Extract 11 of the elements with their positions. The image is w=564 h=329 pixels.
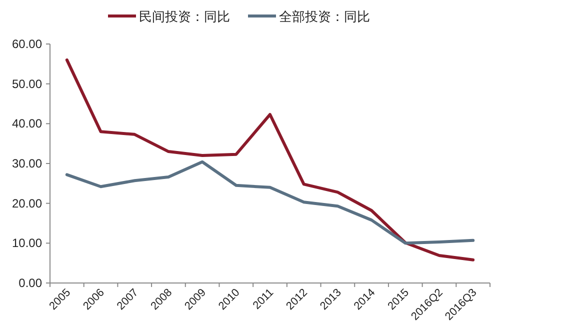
line-series (65, 58, 475, 262)
legend-label: 全部投资：同比 (279, 9, 370, 24)
legend-label: 民间投资：同比 (139, 9, 230, 24)
y-tick-label: 50.00 (12, 76, 42, 91)
y-tick-label: 20.00 (12, 196, 42, 210)
y-tick-label: 10.00 (12, 236, 42, 250)
y-tick-label: 30.00 (12, 156, 42, 170)
line-series (65, 160, 475, 245)
y-tick-label: 40.00 (12, 116, 42, 131)
y-tick-label: 60.00 (12, 37, 42, 51)
y-tick-label: 0.00 (18, 276, 42, 290)
